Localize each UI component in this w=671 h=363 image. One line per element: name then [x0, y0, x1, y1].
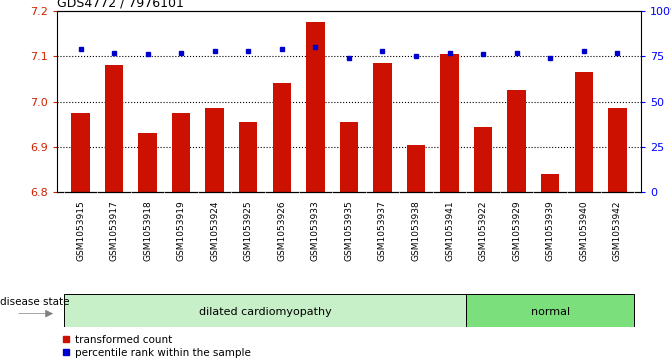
Bar	[172, 113, 191, 192]
Legend: transformed count, percentile rank within the sample: transformed count, percentile rank withi…	[62, 335, 250, 358]
Text: GSM1053918: GSM1053918	[143, 200, 152, 261]
Bar	[474, 127, 493, 192]
Text: GSM1053938: GSM1053938	[411, 200, 421, 261]
Text: GSM1053935: GSM1053935	[344, 200, 354, 261]
Text: GDS4772 / 7976101: GDS4772 / 7976101	[57, 0, 184, 10]
Bar	[466, 294, 634, 327]
Bar	[205, 109, 224, 192]
Bar	[105, 65, 123, 192]
Text: dilated cardiomyopathy: dilated cardiomyopathy	[199, 307, 331, 317]
Text: GSM1053919: GSM1053919	[176, 200, 186, 261]
Bar	[306, 22, 325, 192]
Text: GSM1053937: GSM1053937	[378, 200, 387, 261]
Text: GSM1053942: GSM1053942	[613, 200, 622, 261]
Bar	[507, 90, 526, 192]
Bar	[407, 145, 425, 192]
Bar	[340, 122, 358, 192]
Text: GSM1053941: GSM1053941	[445, 200, 454, 261]
Text: GSM1053926: GSM1053926	[277, 200, 287, 261]
Text: GSM1053922: GSM1053922	[478, 200, 488, 261]
Bar	[272, 83, 291, 192]
Bar	[373, 63, 392, 192]
Bar	[64, 294, 466, 327]
Text: GSM1053929: GSM1053929	[512, 200, 521, 261]
Text: disease state: disease state	[0, 297, 70, 307]
Bar	[608, 109, 627, 192]
Text: GSM1053933: GSM1053933	[311, 200, 320, 261]
Text: GSM1053925: GSM1053925	[244, 200, 253, 261]
Text: GSM1053940: GSM1053940	[579, 200, 588, 261]
Text: GSM1053924: GSM1053924	[210, 200, 219, 261]
Bar	[138, 133, 157, 192]
Text: normal: normal	[531, 307, 570, 317]
Bar	[71, 113, 90, 192]
Bar	[239, 122, 258, 192]
Text: GSM1053917: GSM1053917	[109, 200, 119, 261]
Text: GSM1053915: GSM1053915	[76, 200, 85, 261]
Bar	[440, 54, 459, 192]
Bar	[541, 174, 560, 192]
Text: GSM1053939: GSM1053939	[546, 200, 555, 261]
Bar	[574, 72, 593, 192]
